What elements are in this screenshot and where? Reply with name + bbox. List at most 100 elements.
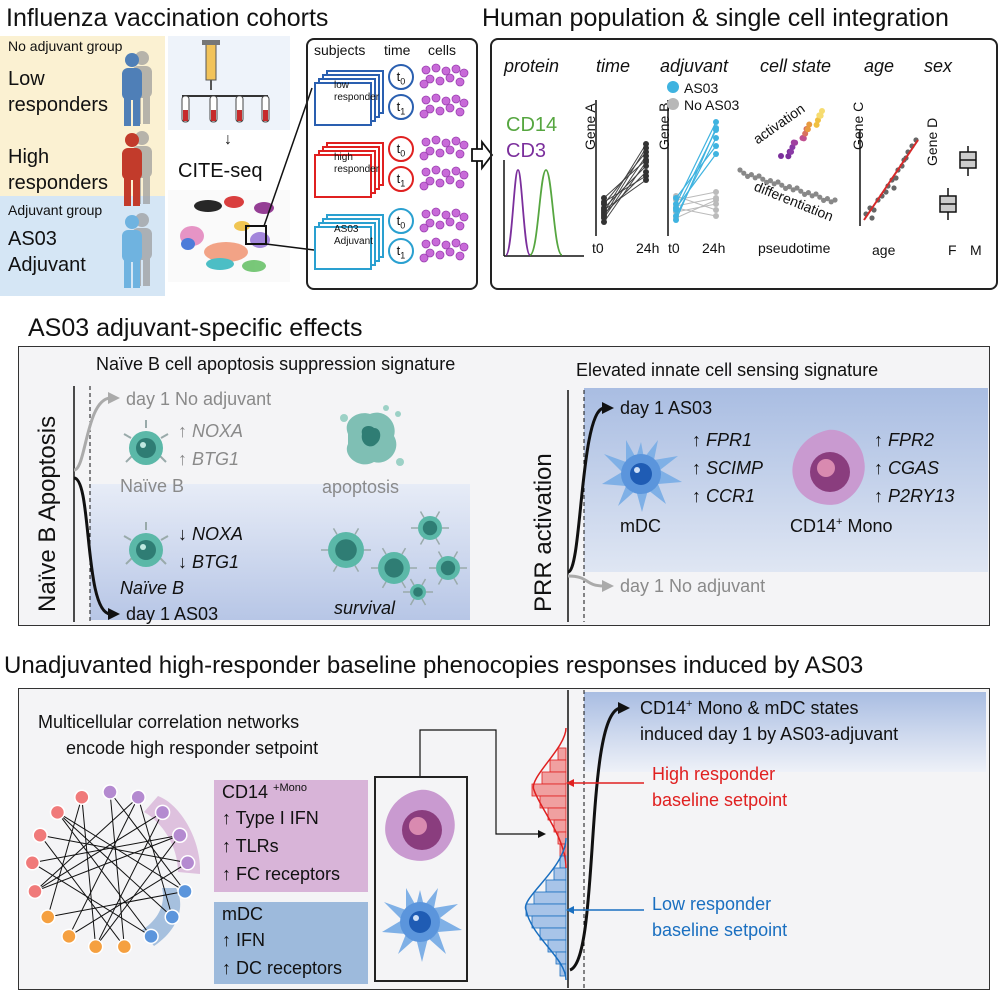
gene-b-plot (667, 100, 719, 236)
cell-dot (421, 95, 431, 105)
b-cell-receptor (419, 538, 425, 545)
gene-a-point (601, 219, 607, 225)
low-responder-figure-icon (122, 51, 152, 126)
network-edge (68, 862, 188, 937)
gene-b-as03-line (675, 127, 717, 221)
cell-dot (441, 138, 451, 148)
b-cell-receptor (409, 578, 415, 586)
gene-a-point (643, 177, 649, 183)
network-node (179, 855, 196, 871)
b-cell-receptor (332, 527, 338, 535)
gene-b-as03-point (713, 135, 719, 141)
mdc-label: mDC (620, 516, 661, 536)
age-point (891, 185, 897, 191)
cell-dot (459, 140, 469, 150)
cell-dot (421, 65, 431, 75)
syringe-and-tubes-icon (181, 40, 270, 123)
cell-dot (455, 251, 465, 261)
network-node (49, 804, 66, 821)
hdr-cell-state: cell state (760, 56, 832, 76)
hdr-time: time (596, 56, 631, 76)
cell-dot (441, 240, 451, 250)
b-cell-receptor (381, 581, 387, 589)
age-trend-line (863, 139, 919, 221)
gene-a-plot (595, 100, 649, 236)
differentiation-point (832, 197, 838, 203)
cite-seq-label: CITE-seq (178, 160, 263, 182)
arrow-right-icon (471, 139, 494, 171)
subject-card (314, 226, 372, 270)
gene-b-as03-line (675, 137, 717, 217)
mono-gene-3: ↑ P2RY13 (874, 486, 955, 506)
gene-a-point (601, 207, 607, 213)
high-responders-label-2: responders (8, 172, 109, 194)
induced-shade (584, 692, 986, 772)
cell-dot (419, 181, 429, 191)
network-edge (34, 834, 181, 892)
b-cell-nucleus (440, 560, 456, 576)
as03-label-2: Adjuvant (8, 254, 86, 276)
cell-dot (431, 135, 441, 145)
naive-b-gray-label: Naïve B (120, 476, 185, 496)
mono-box-tlrs: ↑ TLRs (222, 836, 279, 856)
mdc-cell-bottom-icon (382, 888, 462, 962)
left-subtitle: Naïve B cell apoptosis suppression signa… (96, 354, 456, 374)
stack-label: low (334, 80, 350, 91)
b-cell-receptor (437, 551, 443, 558)
cell-dot (435, 76, 445, 86)
activation-point (806, 121, 813, 128)
low-responders-label-2: responders (8, 94, 109, 116)
noxa-up-gray: ↑ NOXA (178, 421, 244, 441)
network-node (74, 789, 90, 806)
low-responder-label-2: baseline setpoint (652, 920, 788, 940)
activation-point (802, 130, 809, 137)
subject-card (314, 154, 372, 198)
mdc-gene-3: ↑ CCR1 (692, 486, 756, 506)
stack-label: responder (334, 92, 380, 103)
cell-dot (441, 66, 451, 76)
day1-as03-right: day 1 AS03 (620, 398, 713, 418)
network-node (154, 804, 171, 821)
protein-density-plot (503, 160, 584, 257)
sex-boxplot (939, 146, 977, 220)
cell-dot (419, 79, 429, 89)
legend-as03: AS03 (684, 80, 719, 96)
low-responders-label-1: Low (8, 68, 45, 90)
gene-b-as03-point (713, 151, 719, 157)
network-text-2: encode high responder setpoint (66, 738, 319, 758)
col-time: time (384, 42, 411, 58)
mdc-feature-box (214, 902, 368, 984)
btg1-up-gray: ↑ BTG1 (178, 449, 240, 469)
network-node (32, 827, 48, 843)
gene-b-gray-line (675, 199, 717, 219)
cell-dot (459, 242, 469, 252)
gene-b-gray-line (675, 203, 717, 213)
network-edge (47, 797, 83, 918)
activation-point (788, 148, 795, 155)
mdc-box-dc: ↑ DC receptors (222, 958, 343, 978)
b-cell-receptor (332, 565, 338, 573)
integration-title: Human population & single cell integrati… (482, 4, 949, 32)
network-edge (68, 797, 139, 937)
gene-a-line (603, 165, 647, 209)
b-cell-receptor (421, 598, 427, 606)
gene-a-point (601, 213, 607, 219)
gene-b-as03-line (675, 121, 717, 205)
activation-point (778, 153, 784, 159)
cell-dots (419, 93, 469, 119)
differentiation-point (737, 167, 743, 173)
cell-dot (435, 148, 445, 158)
cell-dot (421, 239, 431, 249)
gene-a-line (603, 179, 647, 211)
day1-no-adjuvant-left: day 1 No adjuvant (126, 389, 272, 409)
cell-images-box (374, 776, 468, 982)
gene-a-point (643, 159, 649, 165)
gene-b-as03-point (673, 217, 679, 223)
cell-dot (459, 98, 469, 108)
cell-dot (421, 167, 431, 177)
subject-card (314, 82, 372, 126)
cell-dot (435, 178, 445, 188)
cell-dot (425, 176, 435, 186)
differentiation-point (767, 178, 773, 184)
